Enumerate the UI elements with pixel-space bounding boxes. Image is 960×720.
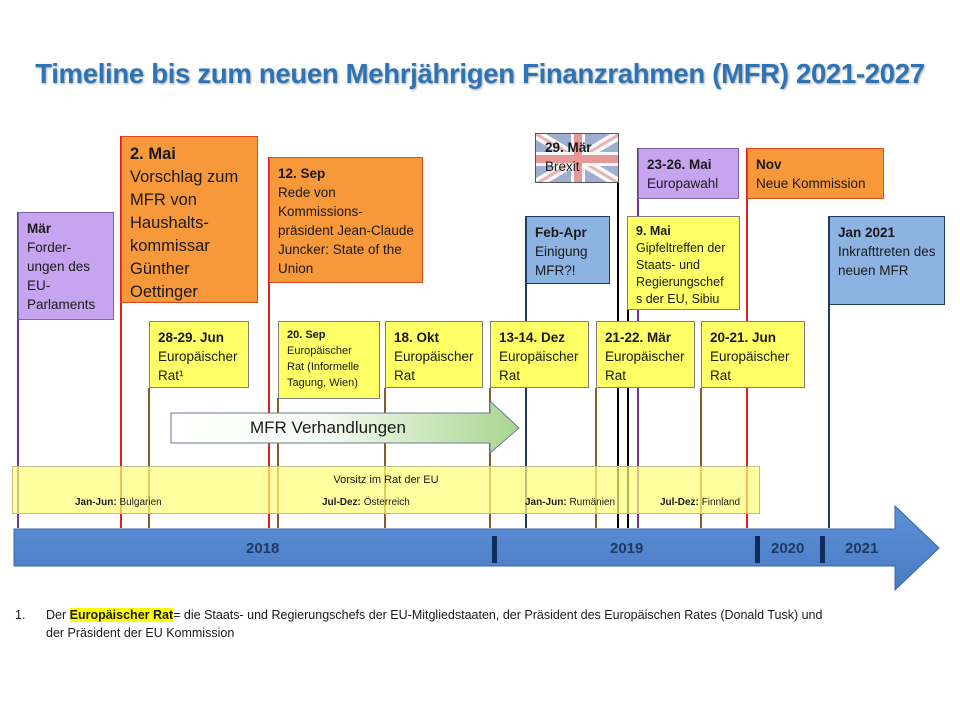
event-date: Mär [27, 221, 52, 236]
council-date: 13-14. Dez [499, 330, 566, 345]
line-maer-2018 [17, 212, 19, 528]
footnote-number: 1. [15, 608, 26, 622]
event-text: Inkrafttreten des neuen MFR [838, 244, 936, 278]
line-sep-2018 [268, 157, 270, 528]
event-date: 2. Mai [130, 145, 176, 163]
event-text: Rede von Kommissions-präsident Jean-Clau… [278, 185, 414, 276]
council-text: Europäischer Rat [605, 349, 685, 383]
event-box-nov: Nov Neue Kommission [747, 148, 884, 199]
event-text: Vorschlag zum MFR von Haushalts-kommissa… [130, 168, 239, 301]
line-maer-2019 [595, 388, 597, 528]
event-date: 9. Mai [636, 224, 671, 238]
council-box-jun-2018: 28-29. Jun Europäischer Rat¹ [149, 321, 249, 388]
event-box-12-sep: 12. Sep Rede von Kommissions-präsident J… [269, 157, 423, 283]
council-date: 20-21. Jun [710, 330, 777, 345]
event-text: Gipfeltreffen der Staats- und Regierungs… [636, 241, 726, 306]
event-date: Nov [756, 157, 782, 172]
event-box-sibiu: 9. Mai Gipfeltreffen der Staats- und Reg… [627, 216, 740, 310]
event-box-feb-apr: Feb-Apr Einigung MFR?! [526, 216, 610, 284]
council-box-okt-2018: 18. Okt Europäischer Rat [385, 321, 483, 388]
footnote-text: = die Staats- und Regierungschefs der EU… [173, 608, 823, 622]
footnote: 1. Der Europäischer Rat= die Staats- und … [15, 606, 822, 642]
union-jack-flag [536, 134, 618, 182]
year-divider [755, 536, 760, 563]
council-text: Europäischer Rat [499, 349, 579, 383]
presidency-band [12, 466, 760, 514]
council-box-sep-2018: 20. Sep Europäischer Rat (Informelle Tag… [278, 321, 380, 399]
event-date: 29. Mär [545, 140, 592, 155]
year-label-2018: 2018 [246, 540, 280, 557]
presidency-item: Jul-Dez: Österreich [322, 497, 410, 508]
year-divider [492, 536, 497, 563]
year-divider [820, 536, 825, 563]
event-date: Jan 2021 [838, 225, 896, 240]
event-date: 12. Sep [278, 166, 326, 181]
footnote-line2: der Präsident der EU Kommission [46, 626, 235, 640]
event-text: Neue Kommission [756, 176, 866, 191]
event-text: Einigung MFR?! [535, 244, 588, 278]
event-box-brexit: 29. Mär Brexit [535, 133, 619, 183]
line-okt-2018 [384, 388, 386, 528]
timeline-axis-arrow [13, 504, 940, 592]
line-jun-2018 [148, 388, 150, 528]
event-date: 23-26. Mai [647, 157, 712, 172]
line-sibiu [627, 310, 629, 528]
presidency-item: Jan-Jun: Bulgarien [75, 497, 162, 508]
council-box-maer-2019: 21-22. Mär Europäischer Rat [596, 321, 695, 388]
event-date: Feb-Apr [535, 225, 587, 240]
event-box-maer: Mär Forder-ungen des EU-Parlaments [18, 212, 114, 320]
event-box-europawahl: 23-26. Mai Europawahl [638, 148, 739, 199]
council-text: Europäischer Rat (Informelle Tagung, Wie… [287, 345, 360, 389]
negotiations-label: MFR Verhandlungen [250, 418, 406, 437]
event-text: Forder-ungen des EU-Parlaments [27, 240, 96, 312]
council-date: 28-29. Jun [158, 330, 225, 345]
negotiations-arrow [170, 399, 520, 455]
council-text: Europäischer Rat¹ [158, 349, 238, 383]
footnote-highlight: Europäischer Rat [69, 608, 174, 622]
council-box-dez-2018: 13-14. Dez Europäischer Rat [490, 321, 589, 388]
presidency-item: Jan-Jun: Rumänien [525, 497, 616, 508]
event-box-2-mai: 2. Mai Vorschlag zum MFR von Haushalts-k… [121, 136, 258, 303]
council-date: 18. Okt [394, 330, 440, 345]
year-label-2020: 2020 [771, 540, 805, 557]
year-label-2019: 2019 [610, 540, 644, 557]
council-box-jun-2019: 20-21. Jun Europäischer Rat [701, 321, 805, 388]
council-date: 21-22. Mär [605, 330, 672, 345]
event-text: Europawahl [647, 176, 719, 191]
year-label-2021: 2021 [845, 540, 879, 557]
council-date: 20. Sep [287, 329, 326, 341]
line-mai-2018 [120, 136, 122, 528]
presidency-title: Vorsitz im Rat der EU [333, 474, 439, 486]
page-title: Timeline bis zum neuen Mehrjährigen Fina… [35, 58, 925, 89]
line-dez-2018 [489, 388, 491, 528]
event-text: Brexit [545, 159, 580, 174]
council-text: Europäischer Rat [710, 349, 790, 383]
event-box-jan-2021: Jan 2021 Inkrafttreten des neuen MFR [829, 216, 945, 305]
presidency-item: Jul-Dez: Finnland [660, 497, 741, 508]
line-sep20-2018 [277, 398, 279, 528]
line-jan-2021 [828, 216, 830, 528]
council-text: Europäischer Rat [394, 349, 474, 383]
footnote-prefix: Der [46, 608, 70, 622]
line-jun-2019 [700, 388, 702, 528]
